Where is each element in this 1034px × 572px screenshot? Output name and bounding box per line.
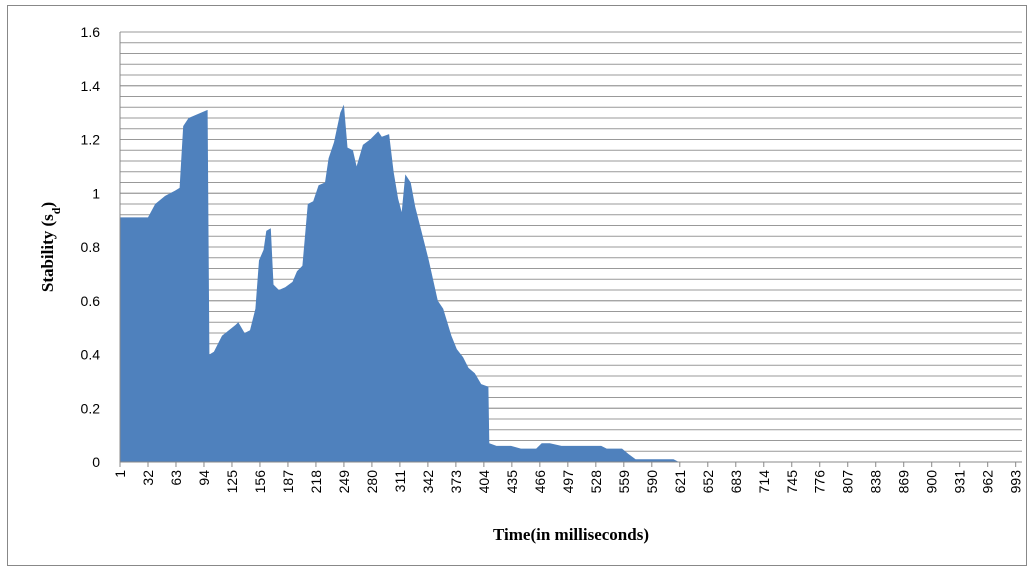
x-tick-label: 249 xyxy=(336,470,352,494)
x-tick-label: 1 xyxy=(112,470,128,478)
x-tick-label: 342 xyxy=(420,470,436,494)
y-tick-label: 1.2 xyxy=(81,132,101,148)
y-tick-label: 1.6 xyxy=(81,24,101,40)
y-axis-title-text: Stability (s xyxy=(38,214,57,292)
x-tick-label: 590 xyxy=(644,470,660,494)
plot xyxy=(119,32,1022,463)
x-tick-label: 745 xyxy=(784,470,800,494)
x-axis-title: Time(in milliseconds) xyxy=(493,525,649,544)
x-tick-label: 373 xyxy=(448,470,464,494)
x-tick-label: 838 xyxy=(868,470,884,494)
x-tick-label: 683 xyxy=(728,470,744,494)
y-tick-label: 0.2 xyxy=(81,400,101,416)
x-tick-label: 218 xyxy=(308,470,324,494)
y-tick-label: 0.4 xyxy=(81,347,101,363)
x-tick-label: 900 xyxy=(924,470,940,494)
x-tick-label: 993 xyxy=(1008,470,1024,494)
x-tick-label: 466 xyxy=(532,470,548,494)
x-tick-label: 187 xyxy=(280,470,296,494)
x-tick-label: 32 xyxy=(140,470,156,486)
x-tick-label: 714 xyxy=(756,470,772,494)
x-tick-label: 311 xyxy=(392,470,408,493)
x-tick-label: 869 xyxy=(896,470,912,494)
x-tick-label: 404 xyxy=(476,470,492,494)
x-tick-label: 63 xyxy=(168,470,184,486)
x-tick-label: 776 xyxy=(812,470,828,494)
x-tick-label: 559 xyxy=(616,470,632,494)
y-axis-title-subscript: d xyxy=(49,207,63,214)
x-tick-label: 807 xyxy=(840,470,856,494)
x-tick-label: 280 xyxy=(364,470,380,494)
x-tick-label: 497 xyxy=(560,470,576,494)
y-tick-label: 0.8 xyxy=(81,239,101,255)
x-tick-label: 156 xyxy=(252,470,268,494)
x-tick-label: 94 xyxy=(196,470,212,486)
y-axis-title: Stability (sd) xyxy=(38,202,63,292)
x-tick-label: 435 xyxy=(504,470,520,494)
x-tick-label: 652 xyxy=(700,470,716,494)
y-tick-label: 1 xyxy=(92,185,100,201)
x-tick-label: 125 xyxy=(224,470,240,494)
y-tick-label: 0.6 xyxy=(81,293,101,309)
y-axis-title-suffix: ) xyxy=(38,202,57,208)
y-tick-label: 1.4 xyxy=(81,78,101,94)
x-tick-label: 528 xyxy=(588,470,604,494)
x-tick-label: 931 xyxy=(952,470,968,494)
area xyxy=(120,104,1022,462)
y-tick-label: 0 xyxy=(92,454,100,470)
x-tick-label: 621 xyxy=(672,470,688,494)
x-tick-label: 962 xyxy=(980,470,996,494)
